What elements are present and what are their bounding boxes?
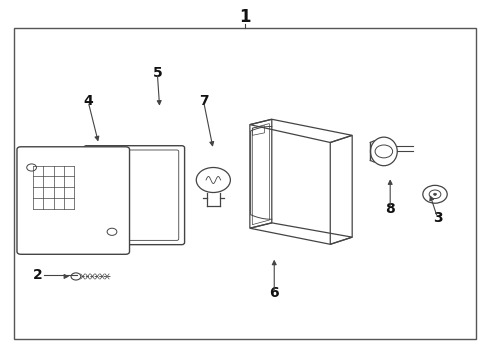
Text: 6: 6 <box>270 285 279 300</box>
Circle shape <box>434 193 437 195</box>
Text: 2: 2 <box>33 268 43 282</box>
FancyBboxPatch shape <box>84 146 185 245</box>
Text: 3: 3 <box>433 211 442 225</box>
FancyBboxPatch shape <box>17 147 129 254</box>
Text: 5: 5 <box>152 66 162 80</box>
Text: 4: 4 <box>83 94 93 108</box>
Bar <box>14 28 476 339</box>
Text: 1: 1 <box>239 9 251 27</box>
Text: 8: 8 <box>385 202 395 216</box>
Text: 7: 7 <box>199 94 208 108</box>
